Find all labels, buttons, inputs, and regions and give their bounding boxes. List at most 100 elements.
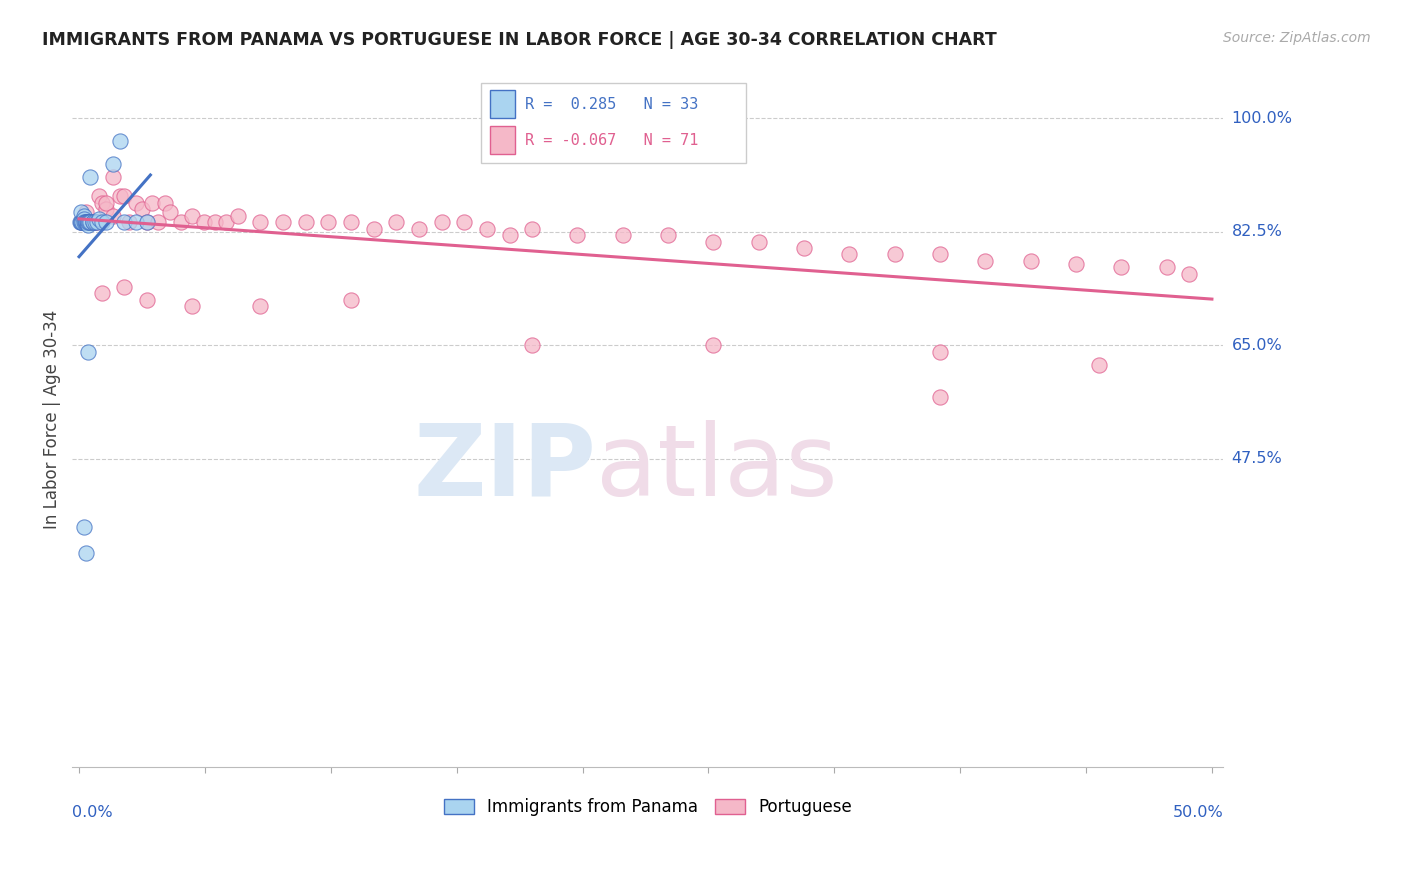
Point	[72, 215, 94, 229]
Point	[75, 546, 97, 560]
Point	[70, 205, 93, 219]
Point	[96, 215, 118, 229]
Point	[72, 215, 94, 229]
Point	[118, 215, 141, 229]
Text: ZIP: ZIP	[413, 420, 596, 516]
Point	[77, 215, 100, 229]
Point	[72, 215, 94, 229]
Point	[73, 215, 96, 229]
Point	[408, 221, 430, 235]
Point	[82, 215, 104, 229]
Point	[153, 195, 176, 210]
Point	[101, 209, 124, 223]
Point	[124, 215, 146, 229]
Point	[475, 221, 498, 235]
Point	[363, 221, 385, 235]
Point	[316, 215, 339, 229]
Point	[929, 247, 952, 261]
Point	[249, 299, 271, 313]
Point	[79, 215, 101, 229]
Point	[77, 215, 100, 229]
Point	[76, 215, 98, 229]
Point	[1111, 260, 1133, 275]
Point	[112, 189, 135, 203]
FancyBboxPatch shape	[491, 90, 516, 118]
Point	[249, 215, 271, 229]
Point	[974, 254, 997, 268]
Point	[657, 227, 679, 242]
Point	[522, 221, 544, 235]
Point	[159, 205, 181, 219]
Point	[1019, 254, 1042, 268]
Text: 82.5%: 82.5%	[1232, 224, 1282, 239]
Point	[75, 215, 97, 229]
Point	[89, 211, 111, 226]
Point	[136, 215, 159, 229]
Point	[340, 293, 363, 307]
Point	[79, 169, 101, 184]
Text: 100.0%: 100.0%	[1232, 111, 1292, 126]
Point	[101, 169, 124, 184]
Point	[69, 215, 91, 229]
Point	[112, 280, 135, 294]
Point	[226, 209, 249, 223]
Legend: Immigrants from Panama, Portuguese: Immigrants from Panama, Portuguese	[436, 789, 860, 824]
Text: 65.0%: 65.0%	[1232, 338, 1282, 352]
Text: 0.0%: 0.0%	[72, 805, 112, 820]
Point	[86, 215, 108, 229]
Point	[1087, 358, 1109, 372]
Point	[70, 215, 93, 229]
Point	[112, 215, 135, 229]
Point	[612, 227, 634, 242]
Point	[929, 344, 952, 359]
Text: atlas: atlas	[596, 420, 838, 516]
Text: 47.5%: 47.5%	[1232, 451, 1282, 467]
Point	[72, 209, 94, 223]
Point	[136, 215, 159, 229]
Point	[72, 520, 94, 534]
Point	[340, 215, 363, 229]
Point	[748, 235, 770, 249]
Text: IMMIGRANTS FROM PANAMA VS PORTUGUESE IN LABOR FORCE | AGE 30-34 CORRELATION CHAR: IMMIGRANTS FROM PANAMA VS PORTUGUESE IN …	[42, 31, 997, 49]
Point	[453, 215, 475, 229]
Point	[1156, 260, 1178, 275]
Point	[101, 157, 124, 171]
Point	[77, 219, 100, 233]
Text: R = -0.067   N = 71: R = -0.067 N = 71	[524, 133, 697, 148]
Point	[193, 215, 215, 229]
Point	[108, 134, 131, 148]
Point	[838, 247, 860, 261]
Point	[86, 215, 108, 229]
Point	[385, 215, 408, 229]
Point	[77, 215, 100, 229]
Point	[793, 241, 815, 255]
Point	[170, 215, 193, 229]
Point	[89, 189, 111, 203]
Point	[83, 215, 105, 229]
Point	[567, 227, 589, 242]
Point	[181, 209, 204, 223]
Point	[131, 202, 153, 216]
Point	[96, 202, 118, 216]
Point	[929, 390, 952, 404]
Point	[1178, 267, 1201, 281]
Point	[204, 215, 226, 229]
Point	[702, 235, 724, 249]
Point	[498, 227, 520, 242]
Point	[72, 211, 94, 226]
Point	[75, 215, 97, 229]
Point	[90, 195, 112, 210]
Point	[141, 195, 163, 210]
Point	[77, 215, 100, 229]
Point	[294, 215, 316, 229]
Text: R =  0.285   N = 33: R = 0.285 N = 33	[524, 96, 697, 112]
Text: Source: ZipAtlas.com: Source: ZipAtlas.com	[1223, 31, 1371, 45]
Point	[83, 215, 105, 229]
Point	[215, 215, 238, 229]
Point	[70, 215, 93, 229]
Point	[82, 215, 104, 229]
Point	[77, 344, 100, 359]
FancyBboxPatch shape	[491, 127, 516, 154]
Point	[75, 205, 97, 219]
Point	[96, 195, 118, 210]
